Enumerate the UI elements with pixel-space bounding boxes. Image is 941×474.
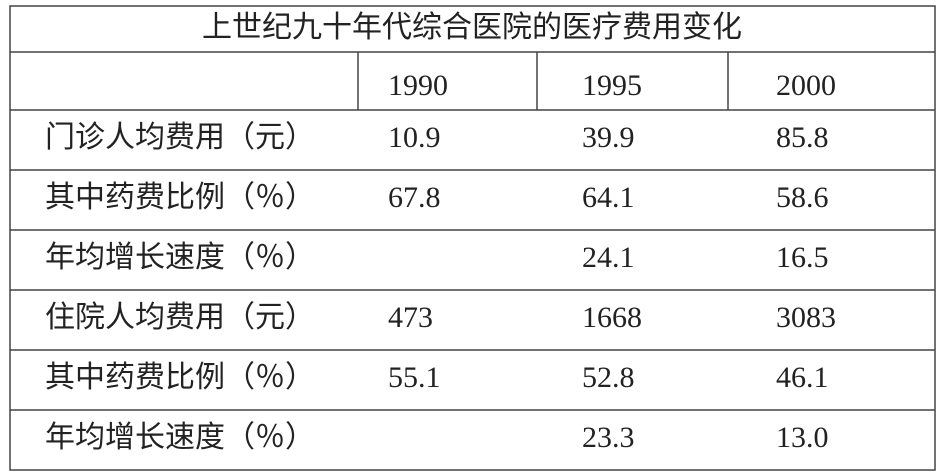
column-header: 2000 (776, 69, 836, 102)
table-cell: 1668 (582, 301, 642, 334)
row-label: 门诊人均费用（元） (45, 121, 315, 154)
table-cell: 55.1 (388, 361, 441, 394)
table-title: 上世纪九十年代综合医院的医疗费用变化 (202, 11, 742, 44)
table-cell: 58.6 (776, 181, 829, 214)
table-cell: 52.8 (582, 361, 635, 394)
table-border (9, 5, 936, 471)
table-cell: 23.3 (582, 421, 635, 454)
table-cell: 46.1 (776, 361, 829, 394)
table-cell: 64.1 (582, 181, 635, 214)
row-label: 其中药费比例（％） (45, 181, 315, 214)
row-label: 其中药费比例（％） (45, 361, 315, 394)
table-cell: 39.9 (582, 121, 635, 154)
table-cell: 3083 (776, 301, 836, 334)
row-label: 住院人均费用（元） (45, 301, 315, 334)
table-cell: 67.8 (388, 181, 441, 214)
column-header: 1995 (582, 69, 642, 102)
row-label: 年均增长速度（％） (45, 241, 315, 274)
table-cell: 85.8 (776, 121, 829, 154)
row-label: 年均增长速度（％） (45, 421, 315, 454)
table-cell: 10.9 (388, 121, 441, 154)
table-cell: 473 (388, 301, 433, 334)
table-cell: 13.0 (776, 421, 829, 454)
column-header: 1990 (388, 69, 448, 102)
table-cell: 16.5 (776, 241, 829, 274)
table-cell: 24.1 (582, 241, 635, 274)
